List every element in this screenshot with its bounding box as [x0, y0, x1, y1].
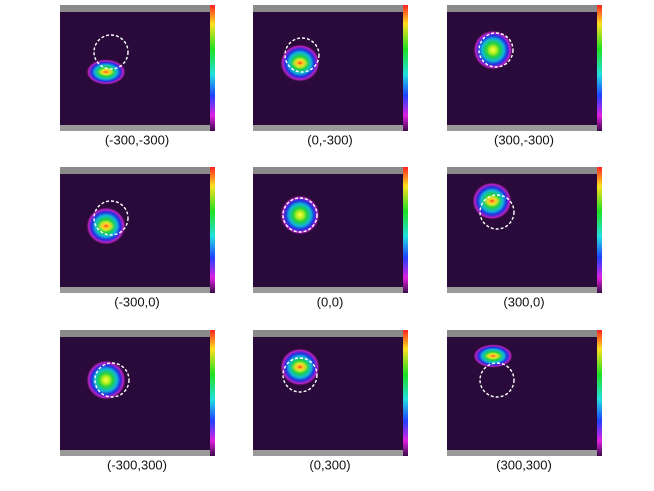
- reference-circle: [282, 357, 318, 393]
- colorbar: [597, 330, 602, 456]
- image-background: [60, 5, 210, 131]
- image-background: [60, 330, 210, 456]
- image-background: [447, 330, 597, 456]
- colorbar: [210, 167, 215, 293]
- image-background: [253, 330, 403, 456]
- top-bar: [447, 330, 597, 337]
- top-bar: [447, 5, 597, 12]
- top-bar: [253, 167, 403, 174]
- image-background: [253, 167, 403, 293]
- beam-spot: [473, 30, 513, 70]
- beam-core: [291, 57, 309, 69]
- beam-core: [97, 220, 115, 232]
- beam-spot: [280, 195, 320, 235]
- bottom-bar: [447, 450, 597, 456]
- beam-panel: [60, 167, 215, 293]
- colorbar: [597, 167, 602, 293]
- image-background: [60, 167, 210, 293]
- reference-circle: [478, 32, 514, 68]
- panel-caption: (-300,300): [107, 457, 167, 472]
- beam-panel: [253, 167, 408, 293]
- colorbar: [597, 5, 602, 131]
- beam-panel: [60, 5, 215, 131]
- colorbar: [210, 5, 215, 131]
- panel-caption: (0,-300): [307, 132, 353, 147]
- reference-circle: [479, 194, 515, 230]
- beam-core: [484, 352, 502, 360]
- top-bar: [447, 167, 597, 174]
- beam-panel: [253, 330, 408, 456]
- panel-caption: (-300,-300): [105, 132, 169, 147]
- bottom-bar: [253, 287, 403, 293]
- beam-panel: [60, 330, 215, 456]
- colorbar: [210, 330, 215, 456]
- reference-circle: [284, 37, 320, 73]
- bottom-bar: [60, 450, 210, 456]
- bottom-bar: [60, 287, 210, 293]
- beam-panel: [447, 5, 602, 131]
- panel-caption: (300,0): [503, 294, 544, 309]
- image-background: [447, 167, 597, 293]
- panel-caption: (0,0): [317, 294, 344, 309]
- panel-caption: (0,300): [309, 457, 350, 472]
- bottom-bar: [447, 287, 597, 293]
- bottom-bar: [253, 125, 403, 131]
- beam-core: [291, 361, 309, 373]
- top-bar: [253, 330, 403, 337]
- colorbar: [403, 167, 408, 293]
- reference-circle: [282, 197, 318, 233]
- top-bar: [60, 330, 210, 337]
- image-background: [253, 5, 403, 131]
- reference-circle: [93, 34, 129, 70]
- beam-panel: [447, 330, 602, 456]
- top-bar: [253, 5, 403, 12]
- beam-panel: [253, 5, 408, 131]
- bottom-bar: [447, 125, 597, 131]
- image-background: [447, 5, 597, 131]
- top-bar: [60, 5, 210, 12]
- panel-caption: (-300,0): [114, 294, 160, 309]
- panel-caption: (300,300): [496, 457, 552, 472]
- panel-caption: (300,-300): [494, 132, 554, 147]
- reference-circle: [93, 200, 129, 236]
- reference-circle: [479, 362, 515, 398]
- colorbar: [403, 330, 408, 456]
- beam-core: [97, 68, 115, 76]
- reference-circle: [94, 362, 130, 398]
- beam-core: [483, 195, 501, 207]
- beam-panel: [447, 167, 602, 293]
- beam-spot: [86, 360, 126, 400]
- bottom-bar: [253, 450, 403, 456]
- colorbar: [403, 5, 408, 131]
- bottom-bar: [60, 125, 210, 131]
- top-bar: [60, 167, 210, 174]
